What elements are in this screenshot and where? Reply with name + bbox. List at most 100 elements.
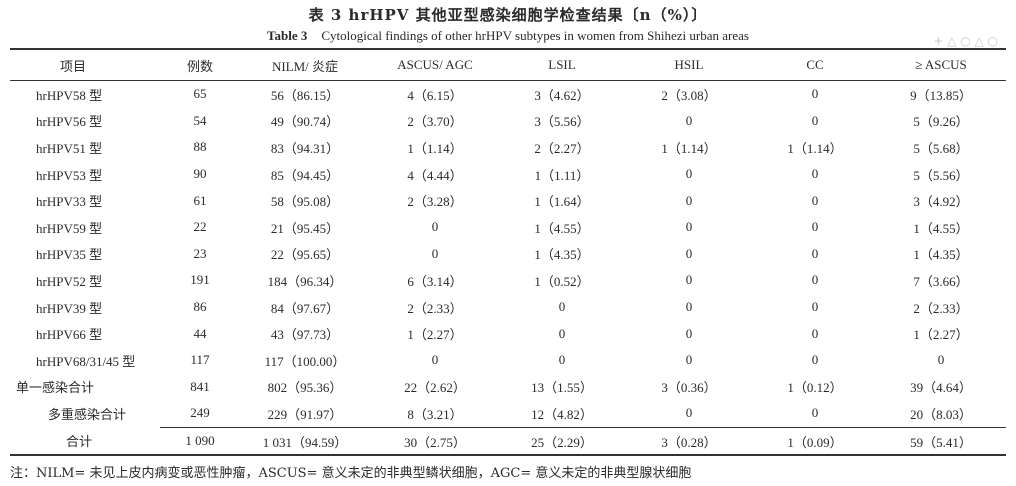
table-cell: 841 [190, 378, 210, 394]
table-cell: 0 [558, 325, 566, 341]
table-cell: 802（95.36） [267, 380, 343, 396]
row-label: hrHPV68/31/45 型 [36, 353, 136, 369]
table-row: 多重感染合计 249 229（91.97） 8（3.21） 12（4.82） 0 0 20（8… [10, 400, 1006, 427]
column-header: 例数 [160, 48, 240, 81]
table-cell: 3（5.56） [534, 114, 590, 130]
table-cell: 0 [431, 219, 439, 235]
column-header: CC [754, 48, 876, 81]
table-cell: 0 [685, 299, 693, 315]
table-cell: 1 090 [160, 426, 240, 457]
table-cell: 3（0.28） [624, 426, 754, 457]
table-cell: 61 [193, 192, 207, 208]
row-label: hrHPV59 型 [36, 220, 103, 236]
table-cell: 0 [685, 112, 693, 128]
table-caption: Cytological findings of other hrHPV subt… [321, 28, 749, 43]
table-cell: 0 [685, 272, 693, 288]
table-cell: 0 [685, 166, 693, 182]
table-cell: 117 [190, 352, 210, 368]
table-cell: 249 [190, 405, 210, 421]
table-cell: 1（0.52） [534, 273, 590, 289]
table-cell: 12（4.82） [531, 406, 593, 422]
table-cell: 184（96.34） [267, 273, 343, 289]
table-title-cn: 表 3 hrHPV 其他亚型感染细胞学检查结果〔n（%）〕 [308, 6, 708, 24]
column-header: 项目 [10, 48, 160, 81]
total-row: 合计 1 090 1 031（94.59） 30（2.75） 25（2.29） 3（0.2… [10, 426, 1006, 457]
table-cell: 65 [193, 86, 207, 102]
table-cell: 1（1.11） [534, 167, 590, 183]
table-cell: 85（94.45） [270, 167, 340, 183]
table-cell: 117（100.00） [264, 353, 346, 369]
header-row: 项目 例数 NILM/ 炎症 ASCUS/ AGC LSIL HSIL CC ≥… [10, 48, 1006, 81]
table-cell: 1（2.27） [407, 327, 463, 343]
table-cell: 0 [811, 112, 819, 128]
table-cell: 9（13.85） [910, 87, 972, 103]
table-cell: 0 [431, 245, 439, 261]
table-cell: 0 [937, 352, 945, 368]
table-cell: 44 [193, 325, 207, 341]
table-cell: 13（1.55） [531, 380, 593, 396]
table-cell: 0 [685, 192, 693, 208]
table-cell: 2（3.70） [407, 114, 463, 130]
table-cell: 1（1.14） [787, 140, 843, 156]
table-cell: 30（2.75） [370, 426, 500, 457]
table-cell: 1（2.27） [913, 327, 969, 343]
table-cell: 1（1.64） [534, 194, 590, 210]
table-row: hrHPV53 型 90 85（94.45） 4（4.44） 1（1.11） 0 0 5（5.… [10, 161, 1006, 188]
table-row: hrHPV52 型 191 184（96.34） 6（3.14） 1（0.52） 0 0 7（… [10, 267, 1006, 294]
table-cell: 22（2.62） [404, 380, 466, 396]
table-cell: 25（2.29） [500, 426, 624, 457]
table-cell: 0 [811, 405, 819, 421]
table-cell: 59（5.41） [876, 426, 1006, 457]
table-cell: 23 [193, 245, 207, 261]
table-row: hrHPV68/31/45 型 117 117（100.00） 0 0 0 0 0 [10, 347, 1006, 374]
table-cell: 3（4.92） [913, 194, 969, 210]
table-row: hrHPV39 型 86 84（97.67） 2（2.33） 0 0 0 2（2.33） [10, 294, 1006, 321]
table-row: hrHPV33 型 61 58（95.08） 2（3.28） 1（1.64） 0 0 3（4.… [10, 187, 1006, 214]
row-label: hrHPV39 型 [36, 300, 103, 316]
table-cell: 39（4.64） [910, 380, 972, 396]
table-cell: 22（95.65） [270, 247, 340, 263]
table-cell: 88 [193, 139, 207, 155]
row-label: hrHPV51 型 [36, 140, 103, 156]
table-cell: 1（0.09） [754, 426, 876, 457]
table-cell: 229（91.97） [267, 406, 343, 422]
table-cell: 0 [685, 405, 693, 421]
column-header: HSIL [624, 48, 754, 81]
table-cell: 0 [811, 299, 819, 315]
table-cell: 1（4.35） [913, 247, 969, 263]
table-cell: 1 031（94.59） [240, 426, 370, 457]
table-cell: 0 [811, 245, 819, 261]
table-cell: 56（86.15） [270, 87, 340, 103]
table-cell: 5（5.56） [913, 167, 969, 183]
row-label: hrHPV53 型 [36, 167, 103, 183]
table-cell: 2（2.33） [913, 300, 969, 316]
table-cell: 0 [558, 299, 566, 315]
table-cell: 0 [685, 245, 693, 261]
table-cell: 22 [193, 219, 207, 235]
table-note: 注：NILM= 未见上皮内病变或恶性肿瘤，ASCUS= 意义未定的非典型鳞状细胞… [10, 466, 692, 481]
table-title-en: Table 3 Cytological findings of other hrH… [0, 28, 1016, 44]
table-cell: 0 [811, 272, 819, 288]
table-cell: 90 [193, 166, 207, 182]
table-cell: 0 [685, 325, 693, 341]
table-cell: 6（3.14） [407, 273, 463, 289]
table-cell: 8（3.21） [407, 406, 463, 422]
table-cell: 0 [431, 352, 439, 368]
table-cell: 5（9.26） [913, 114, 969, 130]
table-cell: 0 [811, 192, 819, 208]
table-cell: 43（97.73） [270, 327, 340, 343]
table-cell: 1（1.14） [661, 140, 717, 156]
table-row: hrHPV56 型 54 49（90.74） 2（3.70） 3（5.56） 0 0 5（9.… [10, 108, 1006, 135]
table-cell: 83（94.31） [270, 140, 340, 156]
table-cell: 3（4.62） [534, 87, 590, 103]
table-cell: 1（0.12） [787, 380, 843, 396]
table-cell: 1（1.14） [407, 140, 463, 156]
table-cell: 49（90.74） [270, 114, 340, 130]
row-label: 多重感染合计 [48, 407, 127, 423]
row-label: hrHPV35 型 [36, 247, 103, 263]
table-cell: 2（3.08） [661, 87, 717, 103]
column-header: ASCUS/ AGC [370, 48, 500, 81]
table-cell: 0 [811, 166, 819, 182]
table-cell: 2（3.28） [407, 194, 463, 210]
table-cell: 20（8.03） [910, 406, 972, 422]
